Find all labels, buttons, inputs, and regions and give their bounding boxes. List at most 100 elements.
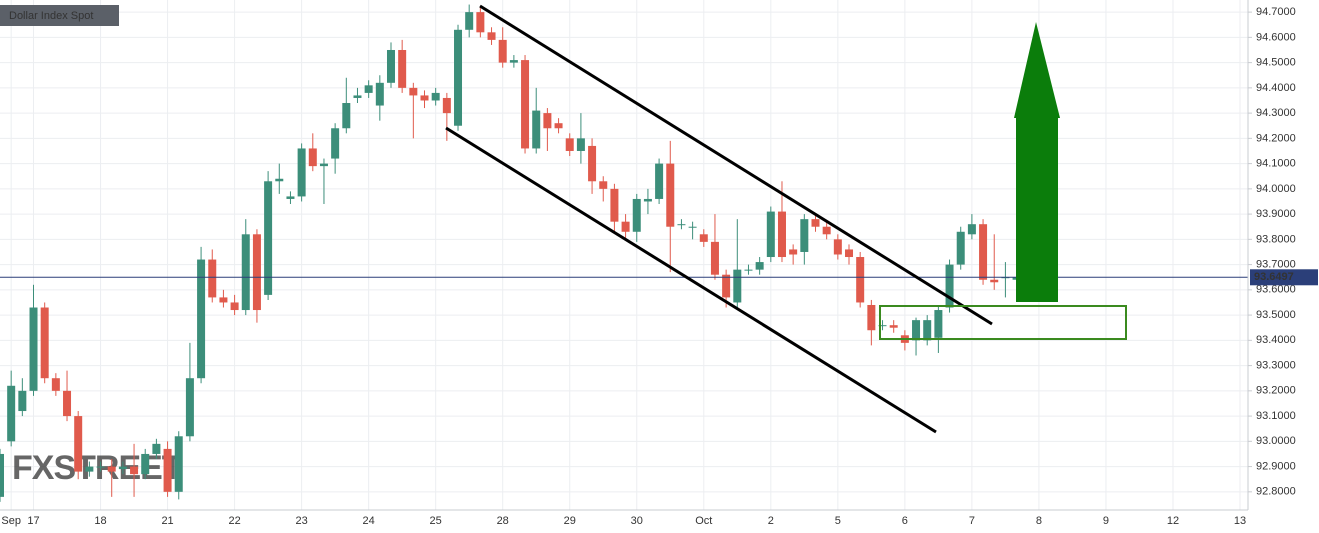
candle-body: [308, 148, 317, 167]
candle-body: [554, 123, 563, 129]
x-tick-label: 12: [1167, 515, 1179, 527]
channel-lower: [445, 126, 937, 434]
annotations: [445, 4, 1127, 434]
candle-body: [476, 12, 485, 33]
candle-body: [632, 198, 641, 232]
candle-body: [185, 378, 194, 437]
candle-body: [599, 181, 608, 189]
candle-body: [174, 436, 183, 492]
x-tick-label: 5: [835, 515, 841, 527]
candle-body: [777, 211, 786, 258]
candle-body: [822, 226, 831, 235]
watermark: FXSTREET: [12, 449, 183, 487]
x-tick-label: 21: [161, 515, 173, 527]
x-tick-label: 7: [969, 515, 975, 527]
y-tick-label: 94.1000: [1256, 158, 1296, 170]
candle-body: [677, 224, 686, 226]
y-tick-label: 94.5000: [1256, 57, 1296, 69]
candle-body: [431, 92, 440, 101]
current-price-label: 93.6497: [1254, 271, 1294, 283]
y-tick-label: 94.7000: [1256, 6, 1296, 18]
candle-body: [878, 325, 887, 327]
x-tick-label: 6: [902, 515, 908, 527]
x-tick-label: 9: [1103, 515, 1109, 527]
candle-body: [7, 385, 16, 442]
candle-body: [409, 87, 418, 96]
candle-body: [420, 95, 429, 101]
y-tick-label: 92.9000: [1256, 460, 1296, 472]
candle-body: [867, 304, 876, 331]
candle-body: [152, 443, 161, 454]
x-tick-label: 23: [295, 515, 307, 527]
candle-body: [956, 231, 965, 265]
x-tick-label: 24: [363, 515, 375, 527]
candle-body: [666, 163, 675, 227]
candles: [0, 4, 1248, 502]
y-tick-label: 94.0000: [1256, 183, 1296, 195]
title-box: [0, 5, 119, 26]
candle-body: [833, 239, 842, 255]
candle-body: [375, 82, 384, 106]
candle-body: [722, 274, 731, 298]
candle-body: [655, 163, 664, 199]
y-tick-label: 94.4000: [1256, 82, 1296, 94]
y-tick-label: 93.7000: [1256, 259, 1296, 271]
candle-body: [800, 219, 809, 252]
y-tick-label: 94.3000: [1256, 107, 1296, 119]
candle-body: [319, 163, 328, 167]
candle-body: [141, 453, 150, 475]
candle-body: [40, 307, 49, 379]
x-tick-label: 2: [768, 515, 774, 527]
up-arrow: [1014, 22, 1060, 302]
candle-body: [588, 145, 597, 182]
candle-body: [219, 297, 228, 303]
candle-body: [979, 224, 988, 280]
candle-body: [230, 302, 239, 311]
candle-body: [856, 257, 865, 303]
candle-body: [353, 95, 362, 98]
candle-body: [454, 29, 463, 126]
candle-body: [543, 113, 552, 129]
candle-body: [107, 466, 116, 472]
candle-body: [264, 181, 273, 295]
candle-body: [733, 269, 742, 303]
y-tick-label: 94.6000: [1256, 31, 1296, 43]
candle-body: [0, 453, 4, 497]
x-tick-label: 13: [1234, 515, 1246, 527]
candle-body: [286, 196, 295, 199]
candle-body: [766, 211, 775, 258]
y-tick-label: 93.2000: [1256, 385, 1296, 397]
x-tick-label: 8: [1036, 515, 1042, 527]
y-tick-label: 93.9000: [1256, 208, 1296, 220]
candle-body: [532, 110, 541, 149]
y-tick-label: 93.3000: [1256, 359, 1296, 371]
candle-body: [163, 448, 172, 492]
candle-body: [744, 269, 753, 271]
support-box: [879, 305, 1127, 340]
y-tick-label: 93.5000: [1256, 309, 1296, 321]
candle-body: [610, 188, 619, 222]
candle-body: [521, 60, 530, 149]
candle-body: [74, 416, 83, 472]
candle-body: [465, 12, 474, 30]
x-tick-label: Oct: [695, 515, 712, 527]
candle-body: [96, 466, 105, 468]
candle-body: [923, 320, 932, 341]
candle-body: [364, 85, 373, 93]
candle-body: [85, 466, 94, 472]
candle-body: [442, 97, 451, 114]
x-tick-label: 22: [228, 515, 240, 527]
y-tick-label: 93.6000: [1256, 284, 1296, 296]
x-tick-label: 29: [564, 515, 576, 527]
candle-body: [565, 138, 574, 151]
candle-body: [934, 310, 943, 338]
channel-upper: [479, 4, 993, 326]
candle-body: [252, 234, 261, 311]
candle-body: [342, 103, 351, 129]
candle-body: [509, 60, 518, 63]
candle-body: [710, 241, 719, 275]
y-tick-label: 94.2000: [1256, 132, 1296, 144]
x-tick-label: 28: [497, 515, 509, 527]
x-tick-label: Sep: [1, 515, 21, 527]
